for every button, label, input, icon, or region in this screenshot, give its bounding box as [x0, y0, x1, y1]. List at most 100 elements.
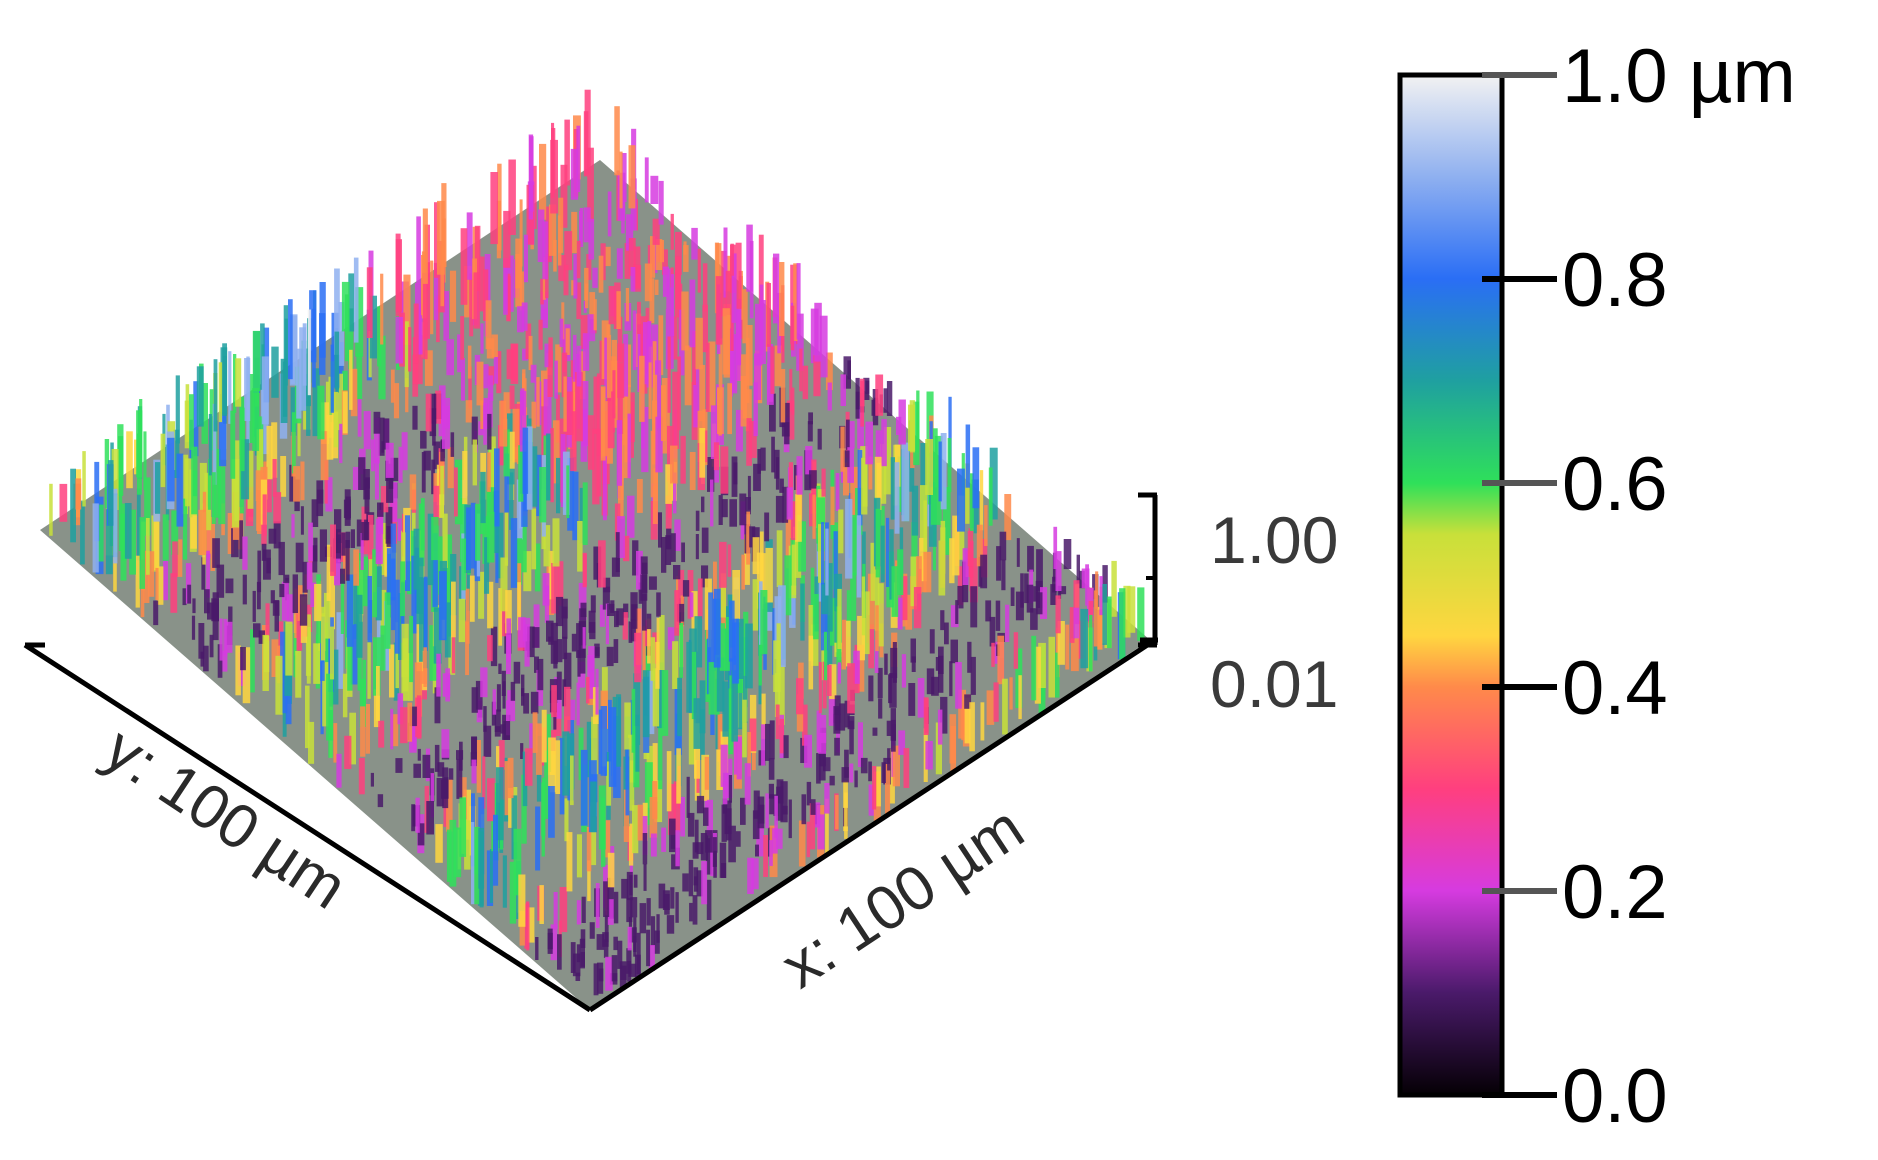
surface-spike	[821, 522, 825, 585]
surface-spike	[1015, 591, 1024, 621]
surface-spike	[550, 139, 558, 214]
surface-spike	[938, 655, 944, 693]
surface-spike	[877, 583, 884, 647]
surface-spike	[480, 323, 484, 354]
surface-spike	[988, 467, 993, 526]
surface-spike	[847, 447, 854, 483]
surface-spike	[706, 799, 713, 836]
surface-spike	[719, 541, 727, 588]
surface-spike	[938, 441, 942, 502]
surface-spike	[262, 494, 267, 536]
surface-spike	[667, 627, 675, 650]
surface-spike	[688, 713, 696, 765]
surface-spike	[228, 606, 233, 636]
surface-spike	[769, 840, 773, 866]
surface-spike	[857, 644, 865, 692]
surface-spike	[185, 563, 192, 604]
surface-spike	[190, 496, 197, 549]
surface-spike	[252, 590, 256, 622]
surface-spike	[773, 253, 780, 324]
surface-spike	[720, 573, 726, 618]
surface-spike	[696, 795, 705, 814]
surface-spike	[926, 668, 935, 695]
surface-spike	[1052, 576, 1057, 593]
surface-spike	[438, 571, 447, 641]
surface-spike	[422, 272, 428, 322]
surface-spike	[497, 163, 502, 251]
surface-spike	[810, 567, 815, 618]
surface-spike	[603, 939, 609, 958]
surface-spike	[570, 755, 574, 806]
surface-spike	[924, 698, 929, 734]
surface-spike	[628, 760, 635, 811]
surface-spike	[333, 391, 339, 448]
surface-spike	[348, 308, 354, 370]
surface-spike	[875, 430, 883, 465]
surface-spike	[523, 693, 529, 714]
surface-spike	[595, 647, 600, 657]
surface-spike	[747, 732, 751, 777]
surface-spike	[843, 356, 851, 389]
surface-spike	[705, 342, 710, 412]
surface-spike	[358, 457, 366, 490]
surface-spike	[562, 606, 568, 639]
surface-spike	[378, 720, 385, 748]
surface-spike	[889, 673, 897, 708]
surface-spike	[520, 271, 525, 311]
surface-spike	[473, 272, 480, 329]
surface-spike	[295, 651, 302, 698]
surface-spike	[283, 574, 290, 584]
surface-spike	[441, 779, 449, 799]
surface-spike	[925, 741, 933, 770]
surface-spike	[331, 649, 339, 705]
surface-spike	[734, 741, 738, 775]
surface-spike	[614, 106, 620, 176]
surface-spike	[599, 604, 605, 627]
surface-spike	[633, 264, 642, 292]
surface-spike	[395, 622, 399, 689]
surface-spike	[518, 617, 526, 648]
surface-spike	[874, 456, 882, 499]
surface-spike	[548, 204, 557, 256]
surface-spike	[217, 644, 223, 678]
surface-spike	[191, 615, 196, 640]
surface-spike	[747, 475, 751, 510]
surface-spike	[326, 544, 331, 601]
surface-spike	[923, 551, 932, 593]
surface-spike	[353, 257, 359, 343]
surface-spike	[860, 757, 868, 774]
surface-spike	[875, 605, 879, 652]
surface-spike	[890, 457, 895, 520]
surface-spike	[957, 585, 964, 609]
surface-spike	[955, 662, 962, 709]
surface-spike	[589, 292, 596, 320]
surface-spike	[991, 642, 995, 667]
surface-spike	[94, 461, 100, 542]
surface-spike	[347, 619, 353, 691]
surface-spike	[588, 610, 596, 633]
surface-spike	[309, 290, 317, 363]
surface-spike	[728, 825, 736, 863]
surface-spike	[503, 429, 510, 477]
surface-spike	[367, 640, 371, 699]
surface-spike	[346, 574, 354, 647]
surface-spike	[533, 604, 540, 648]
surface-spike	[297, 415, 301, 457]
surface-spike	[655, 360, 662, 429]
surface-spike	[616, 694, 622, 767]
surface-spike	[366, 267, 373, 338]
surface-spike	[1034, 646, 1041, 704]
surface-spike	[534, 543, 541, 592]
surface-spike	[601, 797, 606, 867]
surface-spike	[566, 465, 570, 519]
surface-spike	[356, 594, 363, 658]
surface-spike	[673, 565, 681, 580]
surface-spike	[636, 932, 641, 974]
surface-spike	[589, 622, 596, 640]
surface-spike	[504, 453, 510, 513]
surface-spike	[764, 512, 770, 542]
surface-spike	[665, 535, 672, 565]
surface-spike	[765, 547, 773, 603]
surface-spike	[810, 799, 816, 815]
surface-spike	[874, 569, 880, 631]
